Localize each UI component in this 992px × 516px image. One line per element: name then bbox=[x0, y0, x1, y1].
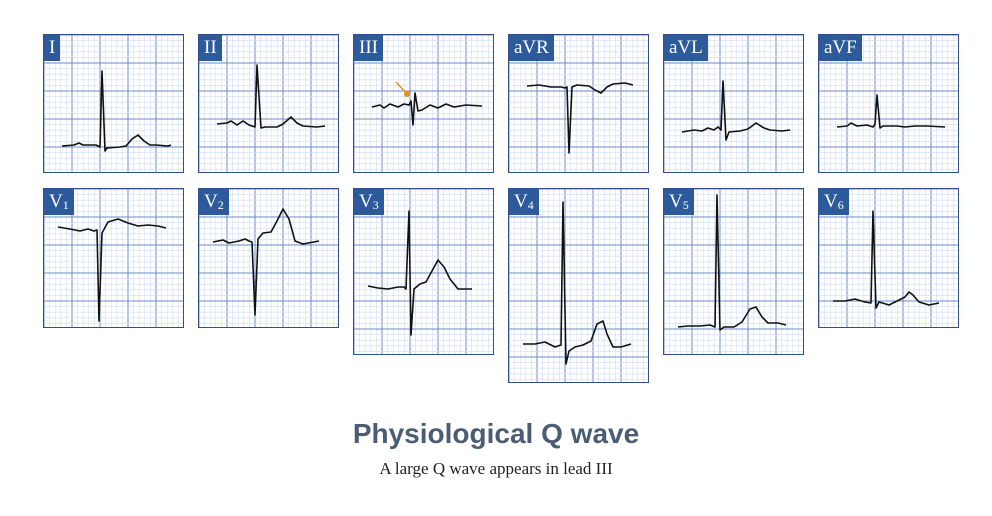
ecg-trace-lead-I bbox=[44, 35, 183, 172]
ecg-panel-lead-III: III bbox=[353, 34, 494, 173]
lead-label-II: II bbox=[199, 35, 222, 61]
lead-label-aVR: aVR bbox=[509, 35, 554, 61]
ecg-panel-lead-V5: V5 bbox=[663, 188, 804, 355]
lead-label-aVL: aVL bbox=[664, 35, 708, 61]
ecg-panel-lead-II: II bbox=[198, 34, 339, 173]
ecg-grid bbox=[509, 189, 648, 382]
ecg-panel-lead-V6: V6 bbox=[818, 188, 959, 328]
ecg-grid bbox=[509, 35, 648, 172]
ecg-grid bbox=[199, 189, 338, 327]
ecg-waveform bbox=[526, 82, 634, 154]
ecg-panel-lead-V3: V3 bbox=[353, 188, 494, 355]
lead-label-I: I bbox=[44, 35, 61, 61]
lead-label-V6: V6 bbox=[819, 189, 849, 215]
ecg-waveform bbox=[677, 194, 787, 331]
ecg-grid bbox=[199, 35, 338, 172]
ecg-waveform bbox=[681, 80, 791, 141]
ecg-waveform bbox=[367, 210, 472, 336]
ecg-waveform bbox=[523, 201, 632, 365]
lead-label-V3: V3 bbox=[354, 189, 384, 215]
figure-subtitle: A large Q wave appears in lead III bbox=[379, 459, 613, 478]
lead-label-V5: V5 bbox=[664, 189, 694, 215]
ecg-panel-lead-aVF: aVF bbox=[818, 34, 959, 173]
ecg-trace-lead-V2 bbox=[199, 189, 338, 327]
ecg-waveform bbox=[216, 64, 326, 129]
lead-label-III: III bbox=[354, 35, 383, 61]
lead-label-V4: V4 bbox=[509, 189, 539, 215]
ecg-panel-lead-aVL: aVL bbox=[663, 34, 804, 173]
figure-title: Physiological Q wave bbox=[352, 418, 640, 449]
ecg-trace-lead-V3 bbox=[354, 189, 493, 354]
ecg-grid bbox=[44, 189, 183, 327]
ecg-waveform bbox=[833, 210, 940, 309]
ecg-panel-lead-V1: V1 bbox=[43, 188, 184, 328]
ecg-trace-lead-aVR bbox=[509, 35, 648, 172]
ecg-waveform bbox=[371, 92, 483, 126]
ecg-panel-lead-V4: V4 bbox=[508, 188, 649, 383]
lead-label-aVF: aVF bbox=[819, 35, 862, 61]
ecg-panel-lead-V2: V2 bbox=[198, 188, 339, 328]
ecg-waveform bbox=[57, 218, 167, 322]
ecg-waveform bbox=[61, 70, 172, 152]
ecg-grid bbox=[354, 189, 493, 354]
ecg-waveform bbox=[836, 94, 946, 129]
q-wave-marker-dot bbox=[404, 91, 410, 97]
ecg-trace-lead-II bbox=[199, 35, 338, 172]
lead-label-V2: V2 bbox=[199, 189, 229, 215]
ecg-trace-lead-V1 bbox=[44, 189, 183, 327]
lead-label-V1: V1 bbox=[44, 189, 74, 215]
ecg-panel-lead-I: I bbox=[43, 34, 184, 173]
ecg-grid bbox=[44, 35, 183, 172]
ecg-panel-lead-aVR: aVR bbox=[508, 34, 649, 173]
ecg-waveform bbox=[212, 208, 320, 316]
ecg-trace-lead-V4 bbox=[509, 189, 648, 382]
q-wave-pointer-line bbox=[395, 81, 407, 94]
